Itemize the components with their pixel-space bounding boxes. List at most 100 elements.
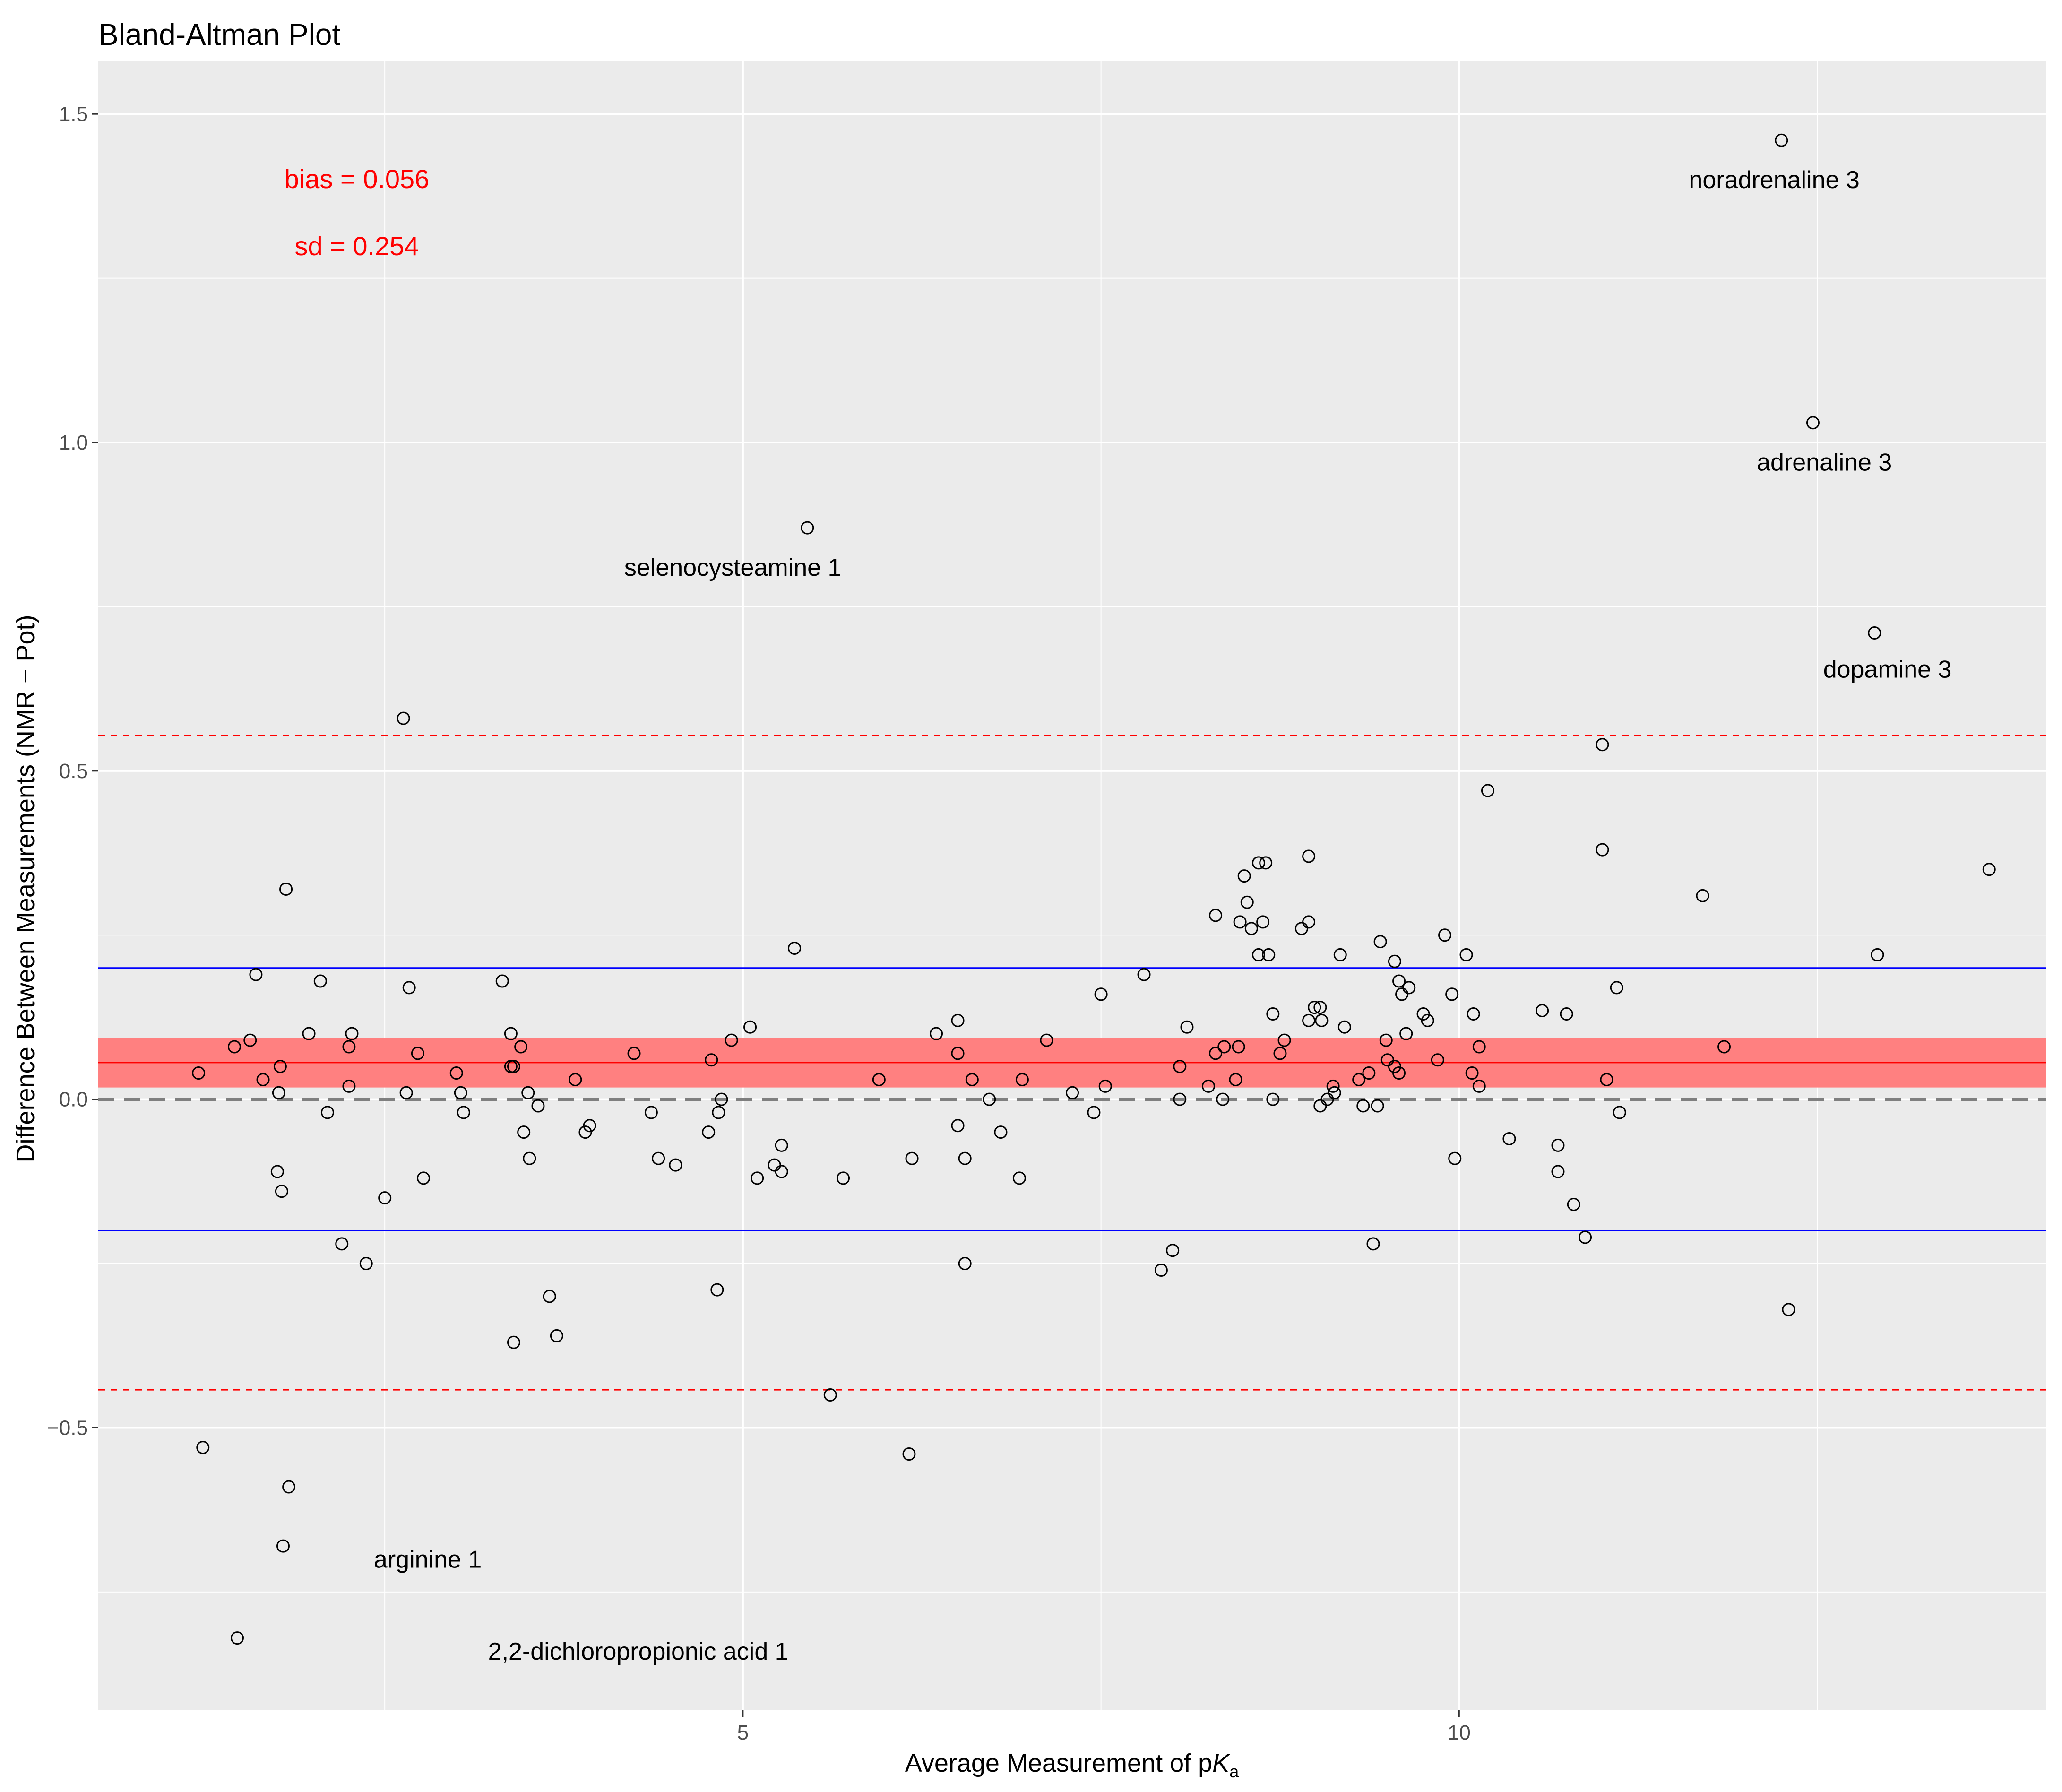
x-axis-label: Average Measurement of pKa (905, 1749, 1239, 1781)
point-annotation: adrenaline 3 (1757, 449, 1892, 476)
data-point (495, 974, 509, 988)
data-point (712, 1106, 725, 1119)
data-point (1352, 1073, 1366, 1086)
data-point (521, 1086, 535, 1099)
data-point (1180, 1020, 1194, 1034)
data-point (951, 1047, 965, 1060)
data-point (243, 1033, 257, 1047)
data-point (1277, 1033, 1291, 1047)
data-point (272, 1086, 285, 1099)
data-point (1015, 1073, 1029, 1086)
data-point (1256, 915, 1270, 929)
data-point (523, 1151, 536, 1165)
data-point (1717, 1040, 1731, 1054)
data-point (543, 1290, 556, 1303)
data-point (801, 521, 814, 535)
data-point (1448, 1151, 1462, 1165)
data-point (1356, 1099, 1370, 1113)
data-point (1302, 849, 1316, 863)
data-point (1066, 1086, 1079, 1099)
data-point (1388, 1060, 1401, 1073)
data-point (1551, 1165, 1565, 1178)
data-point (1613, 1106, 1626, 1119)
data-point (1333, 948, 1347, 961)
data-point (1087, 1106, 1101, 1119)
data-point (1392, 974, 1406, 988)
data-point (417, 1171, 431, 1185)
data-point (1154, 1263, 1168, 1277)
data-point (1373, 935, 1387, 949)
data-point (1560, 1007, 1573, 1021)
data-point (1579, 1230, 1592, 1244)
data-point (1266, 1092, 1280, 1106)
data-point (1209, 909, 1223, 922)
data-point (1273, 1047, 1287, 1060)
x-tick-label: 5 (737, 1721, 749, 1744)
data-point (302, 1027, 316, 1040)
data-point (320, 1106, 334, 1119)
data-point (775, 1138, 788, 1152)
data-point (1445, 987, 1459, 1001)
data-point (249, 968, 263, 981)
data-point (1240, 895, 1254, 909)
data-point (1094, 987, 1108, 1001)
data-point (1252, 856, 1266, 870)
data-point (583, 1119, 596, 1133)
data-point (1326, 1079, 1340, 1093)
data-point (751, 1171, 764, 1185)
data-point (823, 1388, 837, 1402)
data-point (1252, 948, 1266, 961)
y-tick-label: −0.5 (47, 1416, 88, 1439)
data-point (1302, 1013, 1316, 1027)
data-point (1266, 1007, 1280, 1021)
y-tick-label: 0.0 (59, 1088, 88, 1111)
data-point (196, 1441, 210, 1454)
data-point (230, 1631, 244, 1645)
data-point (1775, 133, 1788, 147)
data-point (1380, 1053, 1394, 1067)
data-point (1137, 968, 1151, 981)
data-point (705, 1053, 718, 1067)
data-point (1868, 626, 1881, 640)
data-point (1806, 416, 1820, 430)
data-point (958, 1151, 972, 1165)
data-point (578, 1125, 592, 1139)
data-point (454, 1086, 467, 1099)
data-point (1481, 784, 1494, 797)
data-point (715, 1092, 728, 1106)
data-point (335, 1237, 349, 1251)
data-point (507, 1060, 520, 1073)
data-point (569, 1073, 582, 1086)
data-point (342, 1040, 356, 1054)
data-point (1328, 1086, 1341, 1099)
data-point (192, 1066, 206, 1080)
data-point (743, 1020, 757, 1034)
data-point (1416, 1007, 1430, 1021)
y-tick-label: 0.5 (59, 760, 88, 783)
data-point (930, 1027, 943, 1040)
point-annotation: dopamine 3 (1823, 656, 1952, 683)
data-point (275, 1185, 288, 1198)
data-point (1315, 1013, 1329, 1027)
sd-label: sd = 0.254 (294, 231, 419, 261)
x-axis-label-var: K (1212, 1749, 1230, 1777)
data-point (1392, 1066, 1406, 1080)
data-point (1379, 1033, 1393, 1047)
data-point (1982, 863, 1996, 876)
data-point (669, 1158, 682, 1172)
data-point (1337, 1020, 1351, 1034)
data-point (550, 1329, 563, 1342)
data-point (775, 1165, 788, 1178)
statistics-annotations: bias = 0.056 sd = 0.254 (285, 164, 430, 261)
data-point (256, 1073, 270, 1086)
data-point (1567, 1197, 1580, 1211)
data-point (1173, 1060, 1187, 1073)
data-point (1320, 1092, 1334, 1106)
data-point (1696, 889, 1709, 902)
data-point (1421, 1013, 1434, 1027)
data-point (517, 1125, 531, 1139)
data-point (1388, 954, 1401, 968)
data-point (1467, 1007, 1480, 1021)
bias-label: bias = 0.056 (285, 164, 430, 194)
data-point (1459, 948, 1473, 961)
